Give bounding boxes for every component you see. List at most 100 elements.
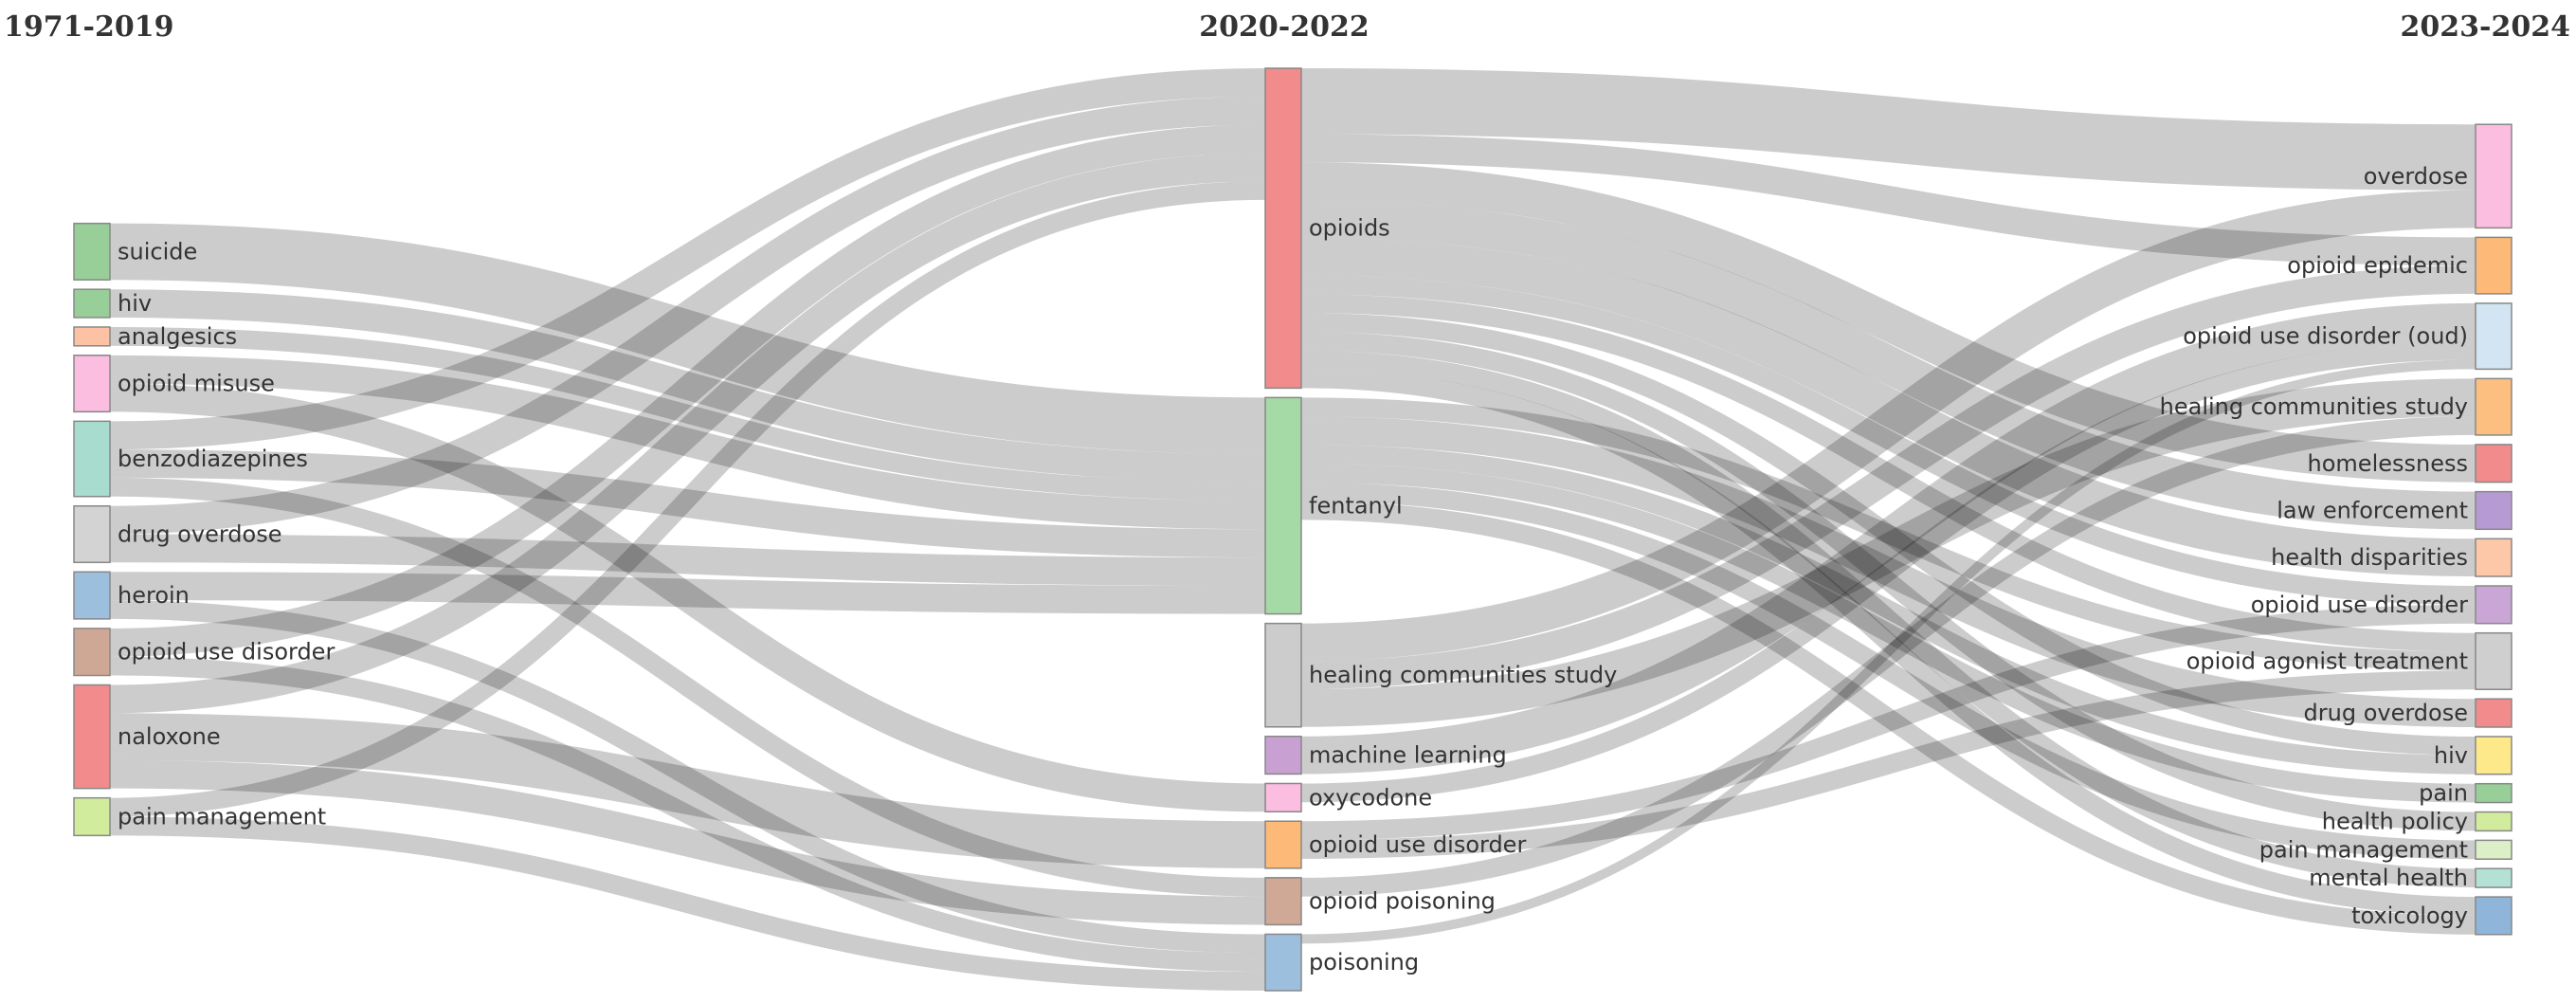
node-label-c_hcs: healing communities study <box>2160 393 2468 420</box>
node-label-c_homeless: homelessness <box>2308 450 2468 477</box>
node-a_hiv[interactable] <box>73 288 111 319</box>
node-a_naloxone[interactable] <box>73 684 111 790</box>
node-label-a_pain: pain management <box>118 804 326 830</box>
flow-b_opioids-to-c_overdose <box>1300 68 2476 191</box>
node-a_oud[interactable] <box>73 628 111 677</box>
flow-a_misuse-to-b_fentanyl <box>109 355 1266 530</box>
flow-b_fentanyl-to-c_tox <box>1300 501 2476 935</box>
node-label-b_opioids: opioids <box>1309 215 1390 242</box>
flow-b_fentanyl-to-c_painmgmt <box>1300 482 2476 860</box>
flow-a_naloxone-to-b_poisoning_op <box>109 759 1266 925</box>
node-label-c_oud_paren: opioid use disorder (oud) <box>2183 323 2468 350</box>
flow-a_benzo-to-b_poisoning_op <box>109 477 1266 897</box>
node-c_tox[interactable] <box>2475 896 2513 936</box>
flow-b_hcs-to-c_epidemic <box>1300 265 2476 690</box>
node-c_overdose[interactable] <box>2475 123 2513 229</box>
node-b_poisoning[interactable] <box>1264 933 1302 992</box>
flow-b_opioids-to-c_epidemic <box>1300 134 2476 266</box>
flow-a_heroin-to-b_fentanyl <box>109 572 1266 614</box>
flow-a_naloxone-to-b_oud <box>109 713 1266 868</box>
column-title-2020-2022: 2020-2022 <box>1199 10 1369 44</box>
node-label-a_overdose: drug overdose <box>118 521 281 548</box>
node-b_poisoning_op[interactable] <box>1264 877 1302 926</box>
node-b_oud[interactable] <box>1264 820 1302 869</box>
node-label-b_oud: opioid use disorder <box>1309 831 1526 858</box>
node-c_hiv[interactable] <box>2475 736 2513 775</box>
flow-a_misuse-to-b_oxy <box>109 383 1266 812</box>
node-label-b_hcs: healing communities study <box>1309 662 1617 688</box>
node-c_hcs[interactable] <box>2475 377 2513 436</box>
nodes: suicide hiv analgesics opioid misuse benzodi… <box>73 67 2513 992</box>
node-c_law[interactable] <box>2475 490 2513 531</box>
node-c_policy[interactable] <box>2475 811 2513 832</box>
node-label-c_overdose_drug: drug overdose <box>2304 700 2468 726</box>
node-label-a_naloxone: naloxone <box>118 723 221 750</box>
node-a_overdose[interactable] <box>73 504 111 564</box>
node-label-c_agonist: opioid agonist treatment <box>2186 647 2468 674</box>
flow-b_oud-to-c_oud <box>1300 604 2476 841</box>
flow-a_benzo-to-b_opioids <box>109 68 1266 450</box>
flow-b_poisoning_op-to-c_hcs <box>1300 416 2476 897</box>
node-label-b_ml: machine learning <box>1309 742 1507 769</box>
flow-b_opioids-to-c_policy <box>1300 331 2476 831</box>
node-b_oxy[interactable] <box>1264 782 1302 812</box>
flow-b_opioids-to-c_tox <box>1300 369 2476 916</box>
node-label-c_pain: pain <box>2419 780 2468 807</box>
flow-b_opioids-to-c_mental <box>1300 350 2476 888</box>
node-a_analgesics[interactable] <box>73 326 111 347</box>
flow-a_oud-to-b_poisoning <box>109 656 1266 973</box>
node-c_pain[interactable] <box>2475 782 2513 804</box>
node-label-b_oxy: oxycodone <box>1309 784 1432 811</box>
node-label-c_policy: health policy <box>2322 808 2468 834</box>
node-c_agonist[interactable] <box>2475 631 2513 690</box>
node-c_epidemic[interactable] <box>2475 236 2513 295</box>
node-a_suicide[interactable] <box>73 222 111 281</box>
node-label-b_poisoning_op: opioid poisoning <box>1309 888 1496 915</box>
flow-b_hcs-to-c_overdose <box>1300 190 2476 662</box>
flow-a_pain-to-b_opioids <box>109 181 1266 817</box>
node-a_misuse[interactable] <box>73 355 111 413</box>
node-label-c_mental: mental health <box>2309 865 2468 891</box>
node-label-a_hiv: hiv <box>118 290 152 317</box>
node-label-a_oud: opioid use disorder <box>118 639 335 666</box>
node-c_oud[interactable] <box>2475 585 2513 625</box>
flow-b_opioids-to-c_homeless <box>1300 162 2476 483</box>
flow-b_opioids-to-c_oud <box>1300 275 2476 605</box>
node-label-a_heroin: heroin <box>118 582 190 609</box>
node-c_mental[interactable] <box>2475 867 2513 888</box>
node-b_ml[interactable] <box>1264 736 1302 775</box>
flow-b_poisoning-to-c_oud_paren <box>1300 359 2476 944</box>
flow-a_overdose-to-b_opioids <box>109 96 1266 535</box>
node-c_overdose_drug[interactable] <box>2475 698 2513 728</box>
flow-b_fentanyl-to-c_agonist <box>1300 397 2476 671</box>
flow-a_hiv-to-b_fentanyl <box>109 289 1266 483</box>
node-b_opioids[interactable] <box>1264 67 1302 390</box>
node-label-c_painmgmt: pain management <box>2259 836 2468 863</box>
node-c_homeless[interactable] <box>2475 444 2513 483</box>
node-c_painmgmt[interactable] <box>2475 839 2513 860</box>
flow-a_suicide-to-b_fentanyl <box>109 223 1266 454</box>
node-c_oud_paren[interactable] <box>2475 302 2513 371</box>
node-label-c_tox: toxicology <box>2351 903 2468 929</box>
node-label-c_law: law enforcement <box>2277 497 2468 523</box>
node-label-a_misuse: opioid misuse <box>118 371 275 397</box>
node-a_benzo[interactable] <box>73 420 111 498</box>
flow-b_opioids-to-c_disparities <box>1300 237 2476 577</box>
node-c_disparities[interactable] <box>2475 538 2513 577</box>
flow-b_opioids-to-c_agonist <box>1300 294 2476 652</box>
flow-a_pain-to-b_poisoning <box>109 816 1266 992</box>
node-a_pain[interactable] <box>73 796 111 837</box>
flow-b_fentanyl-to-c_overdose_drug <box>1300 416 2476 727</box>
flow-b_opioids-to-c_law <box>1300 199 2476 530</box>
node-b_fentanyl[interactable] <box>1264 396 1302 615</box>
flow-b_oxy-to-c_oud_paren <box>1300 340 2476 803</box>
flow-b_oud-to-c_agonist <box>1300 670 2476 859</box>
flow-b_opioids-to-c_hiv <box>1300 312 2476 756</box>
node-label-c_epidemic: opioid epidemic <box>2287 252 2468 279</box>
node-label-b_fentanyl: fentanyl <box>1309 493 1403 520</box>
node-label-a_benzo: benzodiazepines <box>118 446 308 472</box>
node-b_hcs[interactable] <box>1264 622 1302 728</box>
node-a_heroin[interactable] <box>73 571 111 620</box>
node-label-c_overdose: overdose <box>2364 163 2468 190</box>
node-label-a_analgesics: analgesics <box>118 323 237 350</box>
